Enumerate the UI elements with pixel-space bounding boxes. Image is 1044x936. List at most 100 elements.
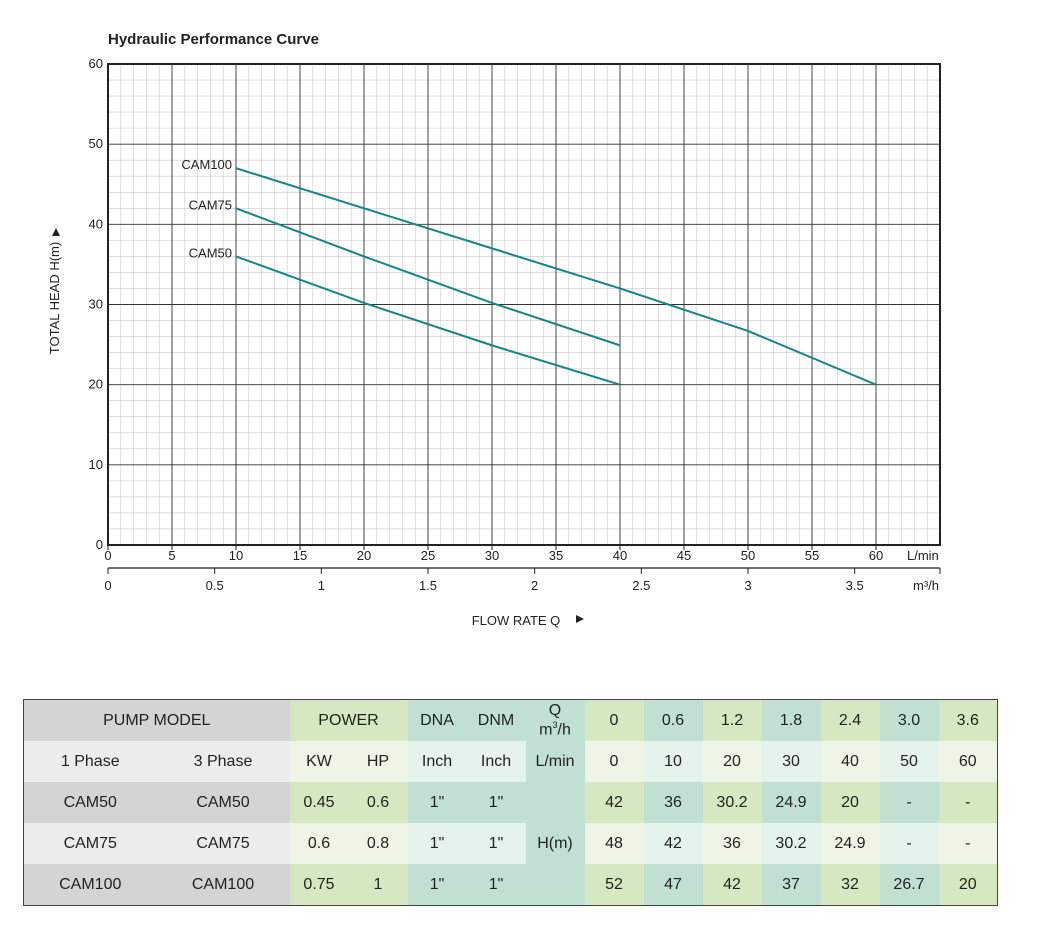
hp-value: 0.6 [348,782,408,823]
head-cell: 52 [584,864,644,906]
x-tick-label: 0 [104,548,111,563]
x2-tick-label: 2 [531,578,538,593]
plot-frame [107,63,941,546]
model-3phase: CAM75 [156,823,290,864]
dna-value: 1" [407,864,467,906]
head-cell: - [938,782,998,823]
x2-tick-label: 3.5 [846,578,864,593]
head-cell: 42 [702,864,762,906]
q-m3h-cell: 2.4 [820,699,880,741]
phase1-header: 1 Phase [23,741,157,782]
q-lmin-cell: 30 [761,741,821,782]
y-tick-label: 40 [89,216,103,231]
power-header: POWER [289,699,408,741]
y-tick-label: 50 [89,136,103,151]
series-label-cam50: CAM50 [189,245,232,260]
q-unit: m3/h [539,719,571,739]
pump-model-header: PUMP MODEL [23,699,290,741]
series-label-cam75: CAM75 [189,197,232,212]
series-label-cam100: CAM100 [181,157,232,172]
x-tick-label: 45 [677,548,691,563]
q-m3h-cell: 3.6 [938,699,998,741]
pump-spec-table: PUMP MODEL POWER DNA DNM Q m3/h 0 0.6 1.… [23,699,998,906]
q-lmin-cell: 50 [879,741,939,782]
q-label: Q [548,701,562,719]
kw-value: 0.6 [289,823,349,864]
head-cell: 32 [820,864,880,906]
dna-header: DNA [407,699,467,741]
x-tick-label: 20 [357,548,371,563]
head-cell: 48 [584,823,644,864]
x2-tick-label: 0 [104,578,111,593]
head-cell: 20 [820,782,880,823]
head-cell: 37 [761,864,821,906]
model-1phase: CAM75 [23,823,157,864]
head-cell: 30.2 [702,782,762,823]
series-line-cam100 [235,167,877,386]
q-lmin-cell: 40 [820,741,880,782]
q-header: Q m3/h [525,699,585,741]
model-3phase: CAM50 [156,782,290,823]
y-tick-label: 20 [89,377,103,392]
kw-header: KW [289,741,349,782]
y-axis-ticks: 0 10 20 30 40 50 60 [89,56,103,552]
model-1phase: CAM50 [23,782,157,823]
x-tick-label: 35 [549,548,563,563]
hp-header: HP [348,741,408,782]
table-header-row: PUMP MODEL POWER DNA DNM Q m3/h 0 0.6 1.… [23,699,998,741]
x2-tick-label: 3 [744,578,751,593]
x-tick-label: 15 [293,548,307,563]
series-labels: CAM100 CAM75 CAM50 [181,157,232,260]
x-tick-label: 40 [613,548,627,563]
table-row: CAM50 CAM50 0.45 0.6 1" 1" H(m) 42 36 30… [23,782,998,906]
head-cell: 42 [584,782,644,823]
series-line-cam75 [235,207,621,347]
x2-tick-label: 1 [318,578,325,593]
kw-value: 0.75 [289,864,349,906]
x-tick-label: 10 [229,548,243,563]
series-line-cam50 [235,255,621,386]
head-cell: 36 [643,782,703,823]
x-tick-label: 60 [869,548,883,563]
x-tick-label: 5 [168,548,175,563]
dnm-value: 1" [466,823,526,864]
q-lmin-cell: 60 [938,741,998,782]
q-lmin-cell: 0 [584,741,644,782]
q-m3h-cell: 3.0 [879,699,939,741]
kw-value: 0.45 [289,782,349,823]
x2-tick-label: 0.5 [206,578,224,593]
x2-tick-label: 2.5 [632,578,650,593]
q-m3h-cell: 1.8 [761,699,821,741]
q-m3h-cell: 0.6 [643,699,703,741]
x-tick-label: 30 [485,548,499,563]
y-axis-arrow-icon [52,228,60,236]
q-lmin-cell: 20 [702,741,762,782]
head-cell: - [879,823,939,864]
head-cell: 26.7 [879,864,939,906]
x2-axis: 0 0.5 1 1.5 2 2.5 3 3.5 [104,567,941,593]
q-lmin-cell: 10 [643,741,703,782]
model-3phase: CAM100 [156,864,290,906]
x-axis-ticks: 0 5 10 15 20 25 30 35 40 45 50 55 60 [104,545,883,563]
dnm-value: 1" [466,782,526,823]
hm-header: H(m) [525,782,585,906]
y-tick-label: 30 [89,297,103,312]
dna-value: 1" [407,782,467,823]
q-m3h-cell: 1.2 [702,699,762,741]
x-axis-unit-lmin: L/min [907,548,939,563]
x-tick-label: 50 [741,548,755,563]
y-axis-label: TOTAL HEAD H(m) [47,242,62,354]
head-cell: 42 [643,823,703,864]
lmin-header: L/min [525,741,585,782]
head-cell: - [879,782,939,823]
dnm-header: DNM [466,699,526,741]
table-row: CAM100 CAM100 0.75 1 1" 1" 52 47 42 37 3… [23,864,998,906]
hp-value: 1 [348,864,408,906]
x-tick-label: 55 [805,548,819,563]
head-cell: 36 [702,823,762,864]
dnm-unit: Inch [466,741,526,782]
hp-value: 0.8 [348,823,408,864]
table-row: CAM75 CAM75 0.6 0.8 1" 1" 48 42 36 30.2 … [23,823,998,864]
head-cell: 47 [643,864,703,906]
